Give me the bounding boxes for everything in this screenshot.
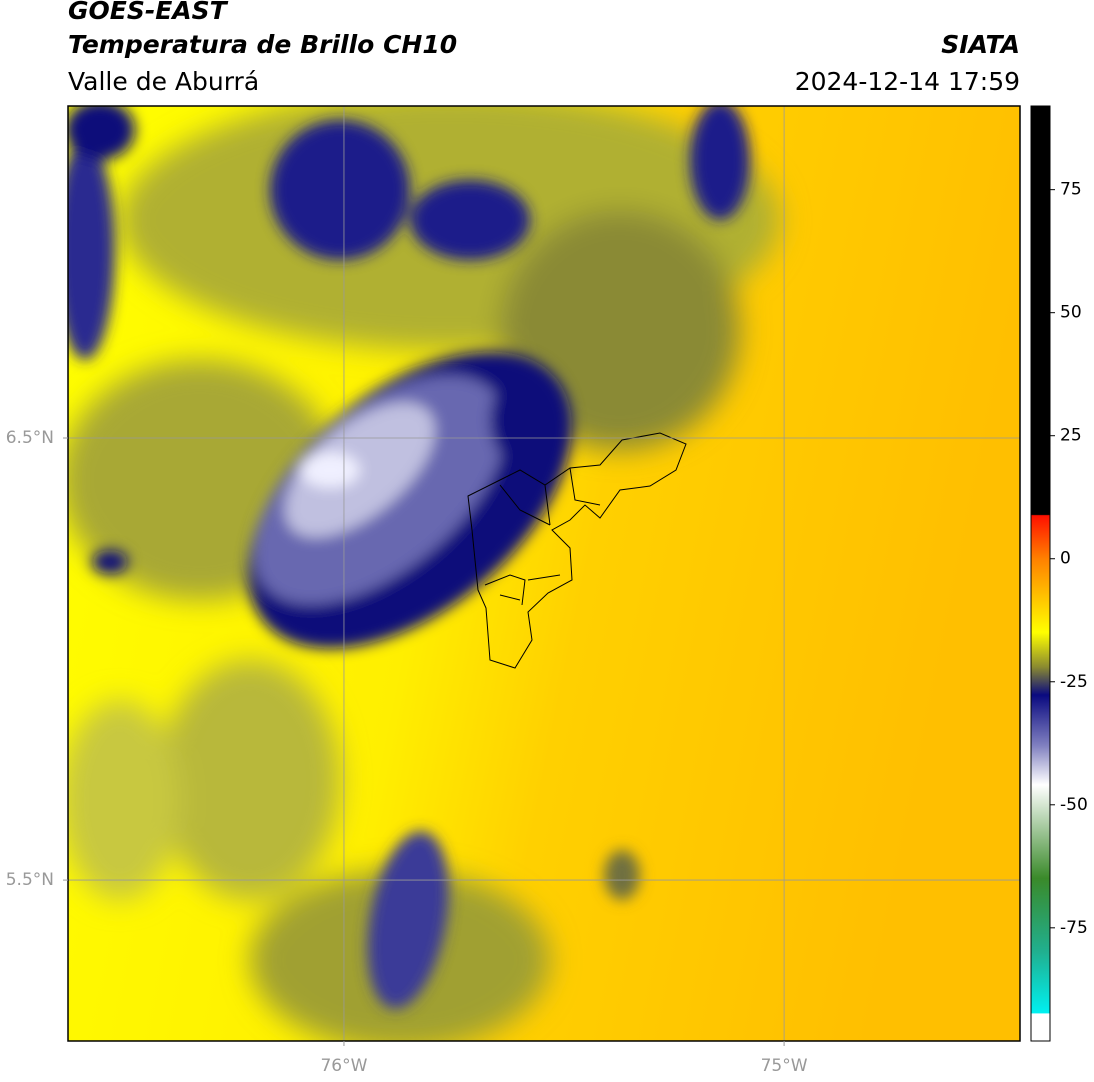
- y-tick-label: 6.5°N: [6, 428, 54, 448]
- product: Temperatura de Brillo CH10: [68, 30, 457, 59]
- satellite-image: [68, 106, 1020, 1041]
- map-frame: [67, 105, 1021, 1042]
- colorbar-label: 0: [1060, 549, 1071, 569]
- region: Valle de Aburrá: [68, 67, 259, 96]
- colorbar-label: 75: [1060, 180, 1082, 200]
- valley-boundary: [467, 432, 687, 669]
- x-tick-label: 76°W: [320, 1056, 367, 1076]
- colorbar-label: 50: [1060, 303, 1082, 323]
- x-tick-label: 75°W: [761, 1056, 808, 1076]
- org: SIATA: [941, 30, 1020, 59]
- colorbar: [1030, 105, 1051, 1042]
- colorbar-label: 25: [1060, 426, 1082, 446]
- colorbar-label: -25: [1060, 672, 1088, 692]
- colorbar-label: -75: [1060, 918, 1088, 938]
- datetime: 2024-12-14 17:59: [795, 67, 1020, 96]
- colorbar-label: -50: [1060, 795, 1088, 815]
- satellite: GOES-EAST: [68, 0, 229, 25]
- y-tick-label: 5.5°N: [6, 870, 54, 890]
